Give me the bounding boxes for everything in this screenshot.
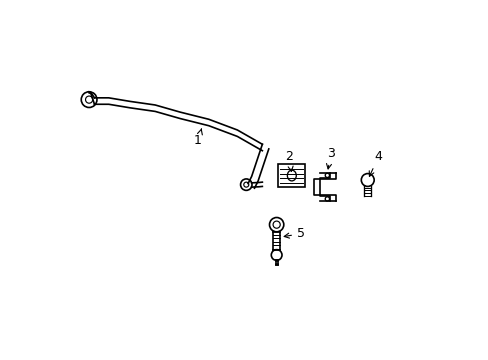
Bar [278, 164, 305, 187]
Text: 4: 4 [368, 150, 382, 176]
Text: 2: 2 [285, 150, 292, 171]
Text: 1: 1 [194, 129, 202, 147]
Ellipse shape [287, 170, 296, 181]
Text: 3: 3 [326, 147, 334, 169]
Text: 5: 5 [284, 227, 305, 240]
